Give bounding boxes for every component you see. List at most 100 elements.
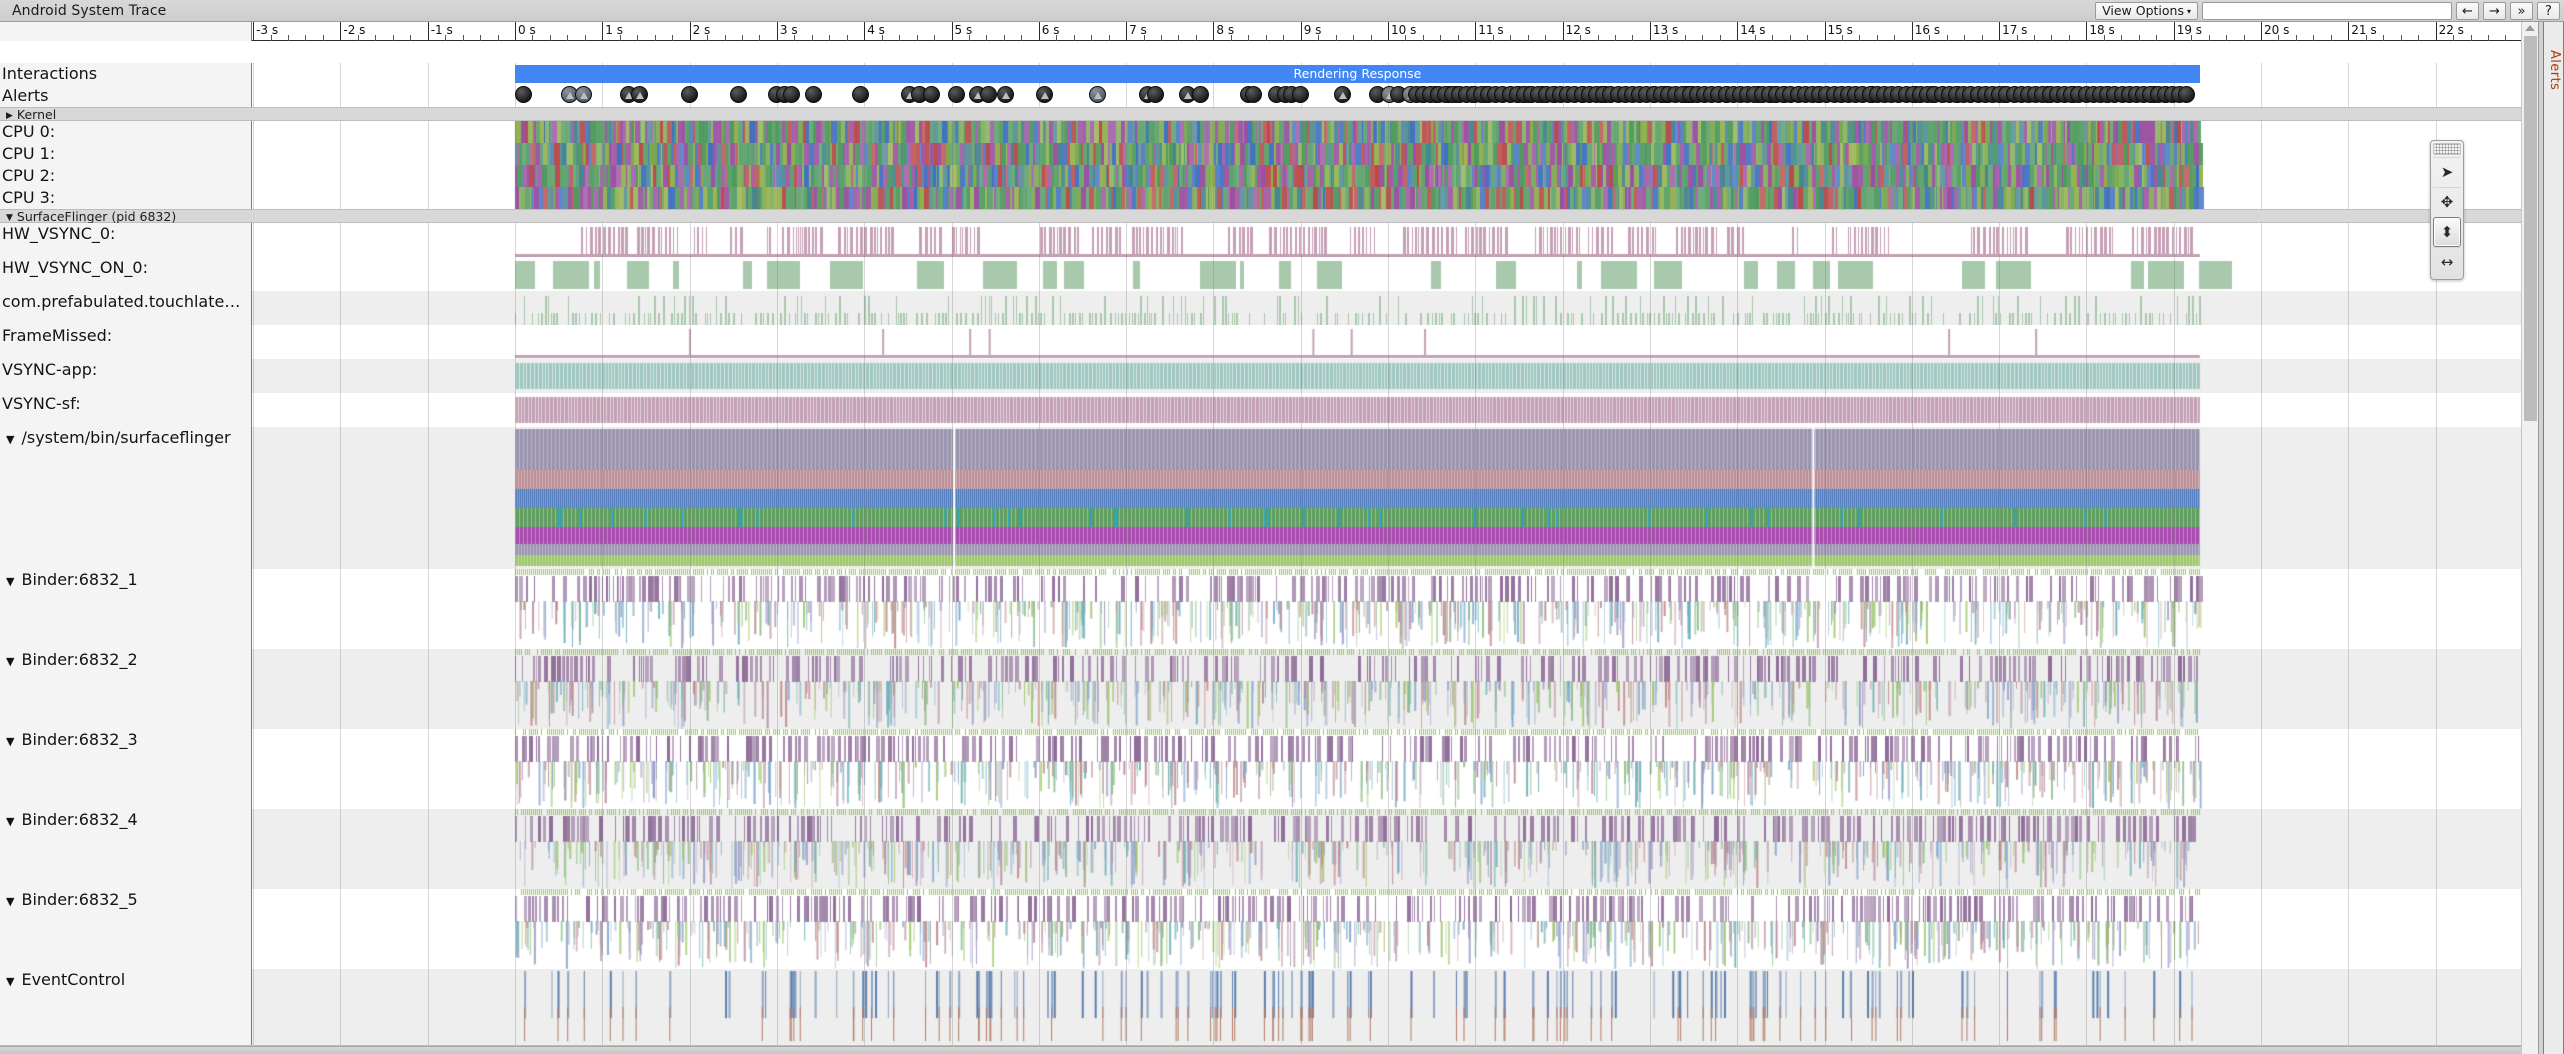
- track-content-hw-vsync-on-0[interactable]: [252, 257, 2521, 291]
- track-row-binder-6832-3[interactable]: ▼ Binder:6832_3: [0, 729, 2521, 809]
- alert-marker[interactable]: [782, 86, 800, 103]
- track-canvas-hw-vsync-0[interactable]: [252, 223, 2521, 257]
- alert-marker[interactable]: [631, 86, 649, 103]
- track-content-event-control[interactable]: [252, 969, 2521, 1045]
- track-label-binder-6832-3[interactable]: ▼ Binder:6832_3: [0, 729, 252, 809]
- track-canvas-binder-6832-3[interactable]: [252, 729, 2521, 809]
- alert-marker[interactable]: [1244, 86, 1262, 103]
- alert-marker[interactable]: [996, 86, 1014, 103]
- track-label-vsync-sf[interactable]: VSYNC-sf:: [0, 393, 252, 427]
- alert-marker[interactable]: [1292, 86, 1310, 103]
- track-content-cpu-1[interactable]: [252, 143, 2521, 165]
- alert-marker[interactable]: [1191, 86, 1209, 103]
- scroll-up-arrow-icon[interactable]: [2525, 25, 2535, 31]
- track-canvas-surfaceflinger-thread[interactable]: [252, 427, 2521, 569]
- triangle-down-icon[interactable]: ▼: [6, 655, 15, 668]
- alert-marker[interactable]: [805, 86, 823, 103]
- track-label-event-control[interactable]: ▼ EventControl: [0, 969, 252, 1045]
- track-canvas-binder-6832-4[interactable]: [252, 809, 2521, 889]
- track-label-surfaceflinger-thread[interactable]: ▼ /system/bin/surfaceflinger: [0, 427, 252, 569]
- track-label-cpu-2[interactable]: CPU 2:: [0, 165, 252, 187]
- track-content-binder-6832-5[interactable]: [252, 889, 2521, 969]
- select-tool[interactable]: ➤: [2433, 157, 2461, 187]
- track-canvas-frame-missed[interactable]: [252, 325, 2521, 359]
- alert-marker[interactable]: [1334, 86, 1352, 103]
- track-content-surfaceflinger-thread[interactable]: [252, 427, 2521, 569]
- track-content-interactions[interactable]: Rendering Response: [252, 63, 2521, 85]
- track-row-cpu-2[interactable]: CPU 2:: [0, 165, 2521, 187]
- track-canvas-binder-6832-2[interactable]: [252, 649, 2521, 729]
- triangle-right-icon[interactable]: ▶: [6, 111, 13, 121]
- track-label-binder-6832-1[interactable]: ▼ Binder:6832_1: [0, 569, 252, 649]
- track-label-hw-vsync-0[interactable]: HW_VSYNC_0:: [0, 223, 252, 257]
- track-row-cpu-0[interactable]: CPU 0:: [0, 121, 2521, 143]
- track-row-cpu-1[interactable]: CPU 1:: [0, 143, 2521, 165]
- track-label-cpu-1[interactable]: CPU 1:: [0, 143, 252, 165]
- track-content-cpu-2[interactable]: [252, 165, 2521, 187]
- track-content-vsync-sf[interactable]: [252, 393, 2521, 427]
- group-header-kernel-group[interactable]: ▶ Kernel: [0, 107, 2521, 121]
- alerts-tab-label[interactable]: Alerts: [2547, 50, 2562, 91]
- alert-marker[interactable]: [560, 86, 578, 103]
- track-label-cpu-3[interactable]: CPU 3:: [0, 187, 252, 209]
- horizontal-marquee-tool[interactable]: ↔: [2433, 247, 2461, 277]
- track-row-frame-missed[interactable]: FrameMissed:: [0, 325, 2521, 359]
- track-label-cpu-0[interactable]: CPU 0:: [0, 121, 252, 143]
- next-button[interactable]: →: [2483, 2, 2506, 20]
- help-button[interactable]: ?: [2537, 2, 2560, 20]
- track-label-binder-6832-2[interactable]: ▼ Binder:6832_2: [0, 649, 252, 729]
- track-canvas-binder-6832-1[interactable]: [252, 569, 2521, 649]
- vertical-scrollbar[interactable]: [2521, 22, 2538, 1054]
- track-canvas-vsync-app[interactable]: [252, 359, 2521, 393]
- track-row-surfaceflinger-thread[interactable]: ▼ /system/bin/surfaceflinger: [0, 427, 2521, 569]
- alert-marker[interactable]: [851, 86, 869, 103]
- track-label-touchlatency[interactable]: com.prefabulated.touchlate…: [0, 291, 252, 325]
- track-label-binder-6832-4[interactable]: ▼ Binder:6832_4: [0, 809, 252, 889]
- alert-marker[interactable]: [575, 86, 593, 103]
- scrollbar-thumb[interactable]: [2524, 36, 2537, 421]
- track-canvas-cpu-0[interactable]: [252, 121, 2521, 143]
- track-content-frame-missed[interactable]: [252, 325, 2521, 359]
- vertical-zoom-tool[interactable]: ⬍: [2433, 217, 2461, 247]
- pan-tool[interactable]: ✥: [2433, 187, 2461, 217]
- track-content-alerts[interactable]: [252, 85, 2521, 107]
- track-label-vsync-app[interactable]: VSYNC-app:: [0, 359, 252, 393]
- alerts-side-panel[interactable]: Alerts: [2538, 22, 2564, 1054]
- track-content-cpu-0[interactable]: [252, 121, 2521, 143]
- track-row-vsync-sf[interactable]: VSYNC-sf:: [0, 393, 2521, 427]
- triangle-down-icon[interactable]: ▼: [6, 213, 13, 223]
- group-header-surfaceflinger-group[interactable]: ▼ SurfaceFlinger (pid 6832): [0, 209, 2521, 223]
- track-row-touchlatency[interactable]: com.prefabulated.touchlate…: [0, 291, 2521, 325]
- track-content-touchlatency[interactable]: [252, 291, 2521, 325]
- track-content-binder-6832-2[interactable]: [252, 649, 2521, 729]
- alert-marker[interactable]: [1088, 86, 1106, 103]
- track-row-hw-vsync-0[interactable]: HW_VSYNC_0:: [0, 223, 2521, 257]
- track-canvas-cpu-2[interactable]: [252, 165, 2521, 187]
- track-row-cpu-3[interactable]: CPU 3:: [0, 187, 2521, 209]
- track-row-binder-6832-4[interactable]: ▼ Binder:6832_4: [0, 809, 2521, 889]
- triangle-down-icon[interactable]: ▼: [6, 815, 15, 828]
- timeline-area[interactable]: -3 s -2 s -1 s 0 s 1 s 2 s 3 s 4 s 5 s 6 s 7 s 8 s 9…: [0, 22, 2521, 1054]
- alert-marker[interactable]: [1036, 86, 1054, 103]
- triangle-down-icon[interactable]: ▼: [6, 895, 15, 908]
- track-row-event-control[interactable]: ▼ EventControl: [0, 969, 2521, 1045]
- view-options-button[interactable]: View Options ▾: [2095, 2, 2198, 20]
- track-content-binder-6832-3[interactable]: [252, 729, 2521, 809]
- track-content-hw-vsync-0[interactable]: [252, 223, 2521, 257]
- triangle-down-icon[interactable]: ▼: [6, 433, 15, 446]
- interaction-bar-rendering-response[interactable]: Rendering Response: [515, 65, 2200, 83]
- track-row-hw-vsync-on-0[interactable]: HW_VSYNC_ON_0:: [0, 257, 2521, 291]
- track-canvas-hw-vsync-on-0[interactable]: [252, 257, 2521, 291]
- track-content-binder-6832-4[interactable]: [252, 809, 2521, 889]
- more-button[interactable]: »: [2510, 2, 2533, 20]
- alert-marker[interactable]: [1147, 86, 1165, 103]
- alert-marker[interactable]: [979, 86, 997, 103]
- search-input[interactable]: [2202, 2, 2452, 20]
- track-content-binder-6832-1[interactable]: [252, 569, 2521, 649]
- track-content-vsync-app[interactable]: [252, 359, 2521, 393]
- time-ruler[interactable]: -3 s -2 s -1 s 0 s 1 s 2 s 3 s 4 s 5 s 6 s 7 s 8 s 9…: [0, 22, 2521, 41]
- track-row-alerts[interactable]: Alerts: [0, 85, 2521, 107]
- track-label-alerts[interactable]: Alerts: [0, 85, 252, 107]
- alert-marker[interactable]: [922, 86, 940, 103]
- alert-marker[interactable]: [729, 86, 747, 103]
